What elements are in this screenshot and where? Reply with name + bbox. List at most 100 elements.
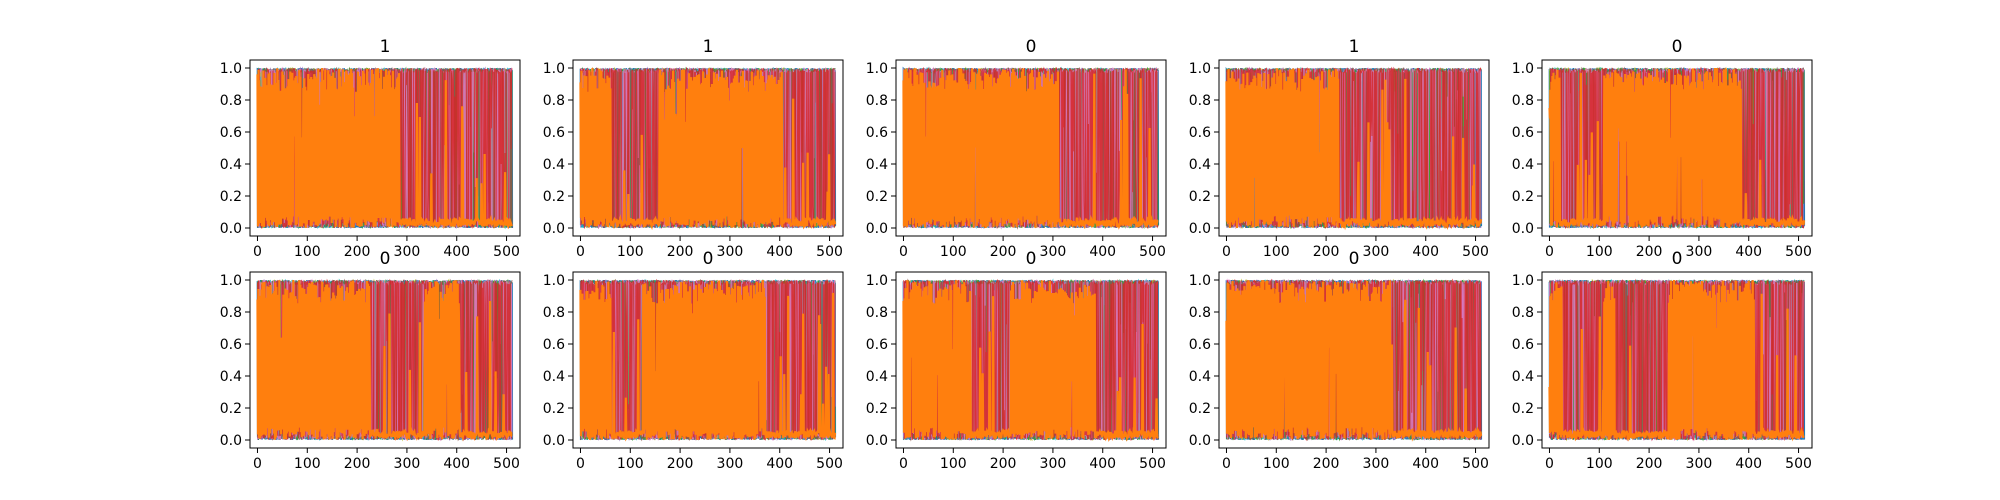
subplot-title: 0 <box>1672 249 1683 269</box>
x-tick-label: 0 <box>253 456 262 472</box>
x-tick-label: 400 <box>1412 244 1439 260</box>
series-highlight <box>1548 280 1805 442</box>
axes-frame <box>895 271 1167 449</box>
x-tick-label: 200 <box>667 244 694 260</box>
y-tick-label: 0.6 <box>1512 125 1534 141</box>
y-tick-label: 0.0 <box>543 433 565 449</box>
y-tick-label: 0.6 <box>1512 337 1534 353</box>
subplot-title: 0 <box>1026 37 1037 57</box>
y-tick-label: 0.6 <box>543 125 565 141</box>
x-tick-label: 200 <box>990 244 1017 260</box>
x-tick-label: 200 <box>344 456 371 472</box>
x-tick-label: 100 <box>940 456 967 472</box>
series-highlight <box>902 68 1159 230</box>
plot-area-2 <box>579 66 837 231</box>
y-tick-label: 1.0 <box>220 273 242 289</box>
y-tick-label: 0.4 <box>1189 369 1211 385</box>
y-tick-label: 0.8 <box>220 305 242 321</box>
x-tick-label: 400 <box>1735 456 1762 472</box>
plot-area-4 <box>1225 66 1483 231</box>
x-tick-label: 0 <box>899 456 908 472</box>
y-tick-label: 0.6 <box>543 337 565 353</box>
series-highlight <box>579 280 837 442</box>
x-tick-label: 0 <box>1545 244 1554 260</box>
x-tick-label: 300 <box>394 456 421 472</box>
axes-frame <box>249 271 521 449</box>
x-tick-label: 300 <box>1686 244 1713 260</box>
y-tick-label: 0.2 <box>1512 401 1534 417</box>
y-tick-label: 0.6 <box>220 125 242 141</box>
y-tick-label: 0.0 <box>1512 221 1534 237</box>
x-tick-label: 500 <box>816 244 843 260</box>
y-tick-label: 1.0 <box>866 61 888 77</box>
x-tick-label: 0 <box>253 244 262 260</box>
subplot-9: 0 100 200 300 400 500 0.0 0.2 0.4 0.6 0.8 1.0 0 <box>1189 249 1490 472</box>
y-tick-label: 0.2 <box>866 189 888 205</box>
subplot-6: 0 100 200 300 400 500 0.0 0.2 0.4 0.6 0.8 1.0 0 <box>220 249 521 472</box>
subplot-title: 0 <box>1026 249 1037 269</box>
subplot-title: 0 <box>1349 249 1360 269</box>
y-tick-label: 0.2 <box>866 401 888 417</box>
x-tick-label: 200 <box>1313 244 1340 260</box>
series-highlight <box>902 280 1159 442</box>
y-tick-label: 0.4 <box>543 369 565 385</box>
y-tick-label: 0.8 <box>1189 93 1211 109</box>
series-highlight <box>1225 280 1483 442</box>
y-tick-label: 1.0 <box>543 273 565 289</box>
plot-area-7 <box>579 278 837 442</box>
plot-area-8 <box>902 278 1160 442</box>
subplot-5: 0 100 200 300 400 500 0.0 0.2 0.4 0.6 0.8 1.0 0 <box>1512 37 1813 260</box>
subplot-title: 1 <box>1349 37 1360 57</box>
x-tick-label: 100 <box>1586 456 1613 472</box>
y-tick-label: 0.8 <box>220 93 242 109</box>
y-tick-label: 0.2 <box>220 401 242 417</box>
y-tick-label: 0.2 <box>543 189 565 205</box>
y-tick-label: 0.6 <box>866 125 888 141</box>
y-tick-label: 0.4 <box>866 157 888 173</box>
series-extra-7 <box>903 278 1159 442</box>
subplot-4: 0 100 200 300 400 500 0.0 0.2 0.4 0.6 0.8 1.0 1 <box>1189 37 1490 260</box>
x-tick-label: 0 <box>1222 456 1231 472</box>
y-tick-label: 0.6 <box>1189 337 1211 353</box>
y-tick-label: 0.2 <box>543 401 565 417</box>
series-highlight <box>256 280 513 442</box>
x-tick-label: 300 <box>1686 456 1713 472</box>
x-tick-label: 500 <box>1785 244 1812 260</box>
x-tick-label: 300 <box>1363 456 1390 472</box>
x-tick-label: 100 <box>294 244 321 260</box>
y-tick-label: 0.0 <box>866 433 888 449</box>
y-tick-label: 1.0 <box>1512 273 1534 289</box>
x-tick-label: 400 <box>1089 456 1116 472</box>
y-tick-label: 0.8 <box>1189 305 1211 321</box>
x-tick-label: 0 <box>576 456 585 472</box>
y-tick-label: 0.8 <box>543 93 565 109</box>
x-tick-label: 100 <box>1263 456 1290 472</box>
axes-frame <box>249 59 521 237</box>
y-tick-label: 0.0 <box>1189 221 1211 237</box>
x-tick-label: 300 <box>1040 244 1067 260</box>
subplot-title: 0 <box>703 249 714 269</box>
x-tick-label: 100 <box>294 456 321 472</box>
x-tick-label: 200 <box>667 456 694 472</box>
x-tick-label: 200 <box>1636 244 1663 260</box>
x-tick-label: 300 <box>717 456 744 472</box>
y-tick-label: 0.8 <box>1512 93 1534 109</box>
subplot-3: 0 100 200 300 400 500 0.0 0.2 0.4 0.6 0.8 1.0 0 <box>866 37 1167 260</box>
series-highlight <box>256 68 514 230</box>
axes-frame <box>895 59 1167 237</box>
y-tick-label: 0.6 <box>1189 125 1211 141</box>
subplot-title: 1 <box>380 37 391 57</box>
y-tick-label: 0.0 <box>1512 433 1534 449</box>
y-tick-label: 1.0 <box>1189 61 1211 77</box>
x-tick-label: 500 <box>493 244 520 260</box>
y-tick-label: 0.4 <box>1189 157 1211 173</box>
y-tick-label: 0.0 <box>220 221 242 237</box>
y-tick-label: 0.4 <box>220 157 242 173</box>
series-highlight <box>1225 68 1483 231</box>
plot-area-6 <box>256 278 514 442</box>
plot-area-9 <box>1225 278 1483 442</box>
x-tick-label: 500 <box>1139 456 1166 472</box>
axes-frame <box>1218 59 1490 237</box>
x-tick-label: 500 <box>1785 456 1812 472</box>
x-tick-label: 200 <box>344 244 371 260</box>
